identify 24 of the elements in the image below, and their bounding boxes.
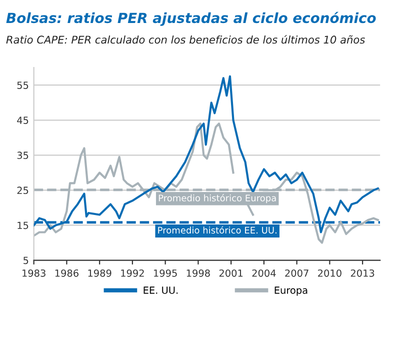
y-tick-label: 45 <box>17 116 28 124</box>
y-tick-label: 35 <box>17 152 28 160</box>
x-tick-label: 2004 <box>252 269 276 277</box>
chart-title: Bolsas: ratios PER ajustadas al ciclo económico <box>6 12 376 26</box>
chart-subtitle: Ratio CAPE: PER calculado con los beneficios de los últimos 10 años <box>6 35 365 44</box>
legend-label: Europa <box>274 286 308 296</box>
x-tick-label: 2013 <box>350 269 374 277</box>
x-tick-label: 1983 <box>22 269 46 277</box>
legend-label: EE. UU. <box>144 286 178 294</box>
x-tick-label: 2007 <box>285 269 308 277</box>
x-tick-label: 1989 <box>88 269 112 277</box>
x-tick-label: 2010 <box>318 269 342 277</box>
y-tick-label: 5 <box>24 256 28 264</box>
ref-line-label: Promedio histórico EE. UU. <box>158 226 276 234</box>
ref-line-label: Promedio histórico Europa <box>158 194 276 204</box>
line-series <box>34 75 379 234</box>
x-tick-label: 1986 <box>55 269 78 277</box>
y-tick-label: 55 <box>17 82 28 89</box>
y-tick-label: 15 <box>18 222 28 230</box>
x-tick-label: 2001 <box>219 269 243 277</box>
x-tick-label: 1998 <box>186 269 210 277</box>
x-tick-label: 1992 <box>121 269 144 277</box>
x-tick-label: 1995 <box>154 269 177 277</box>
y-tick-label: 25 <box>17 186 28 194</box>
